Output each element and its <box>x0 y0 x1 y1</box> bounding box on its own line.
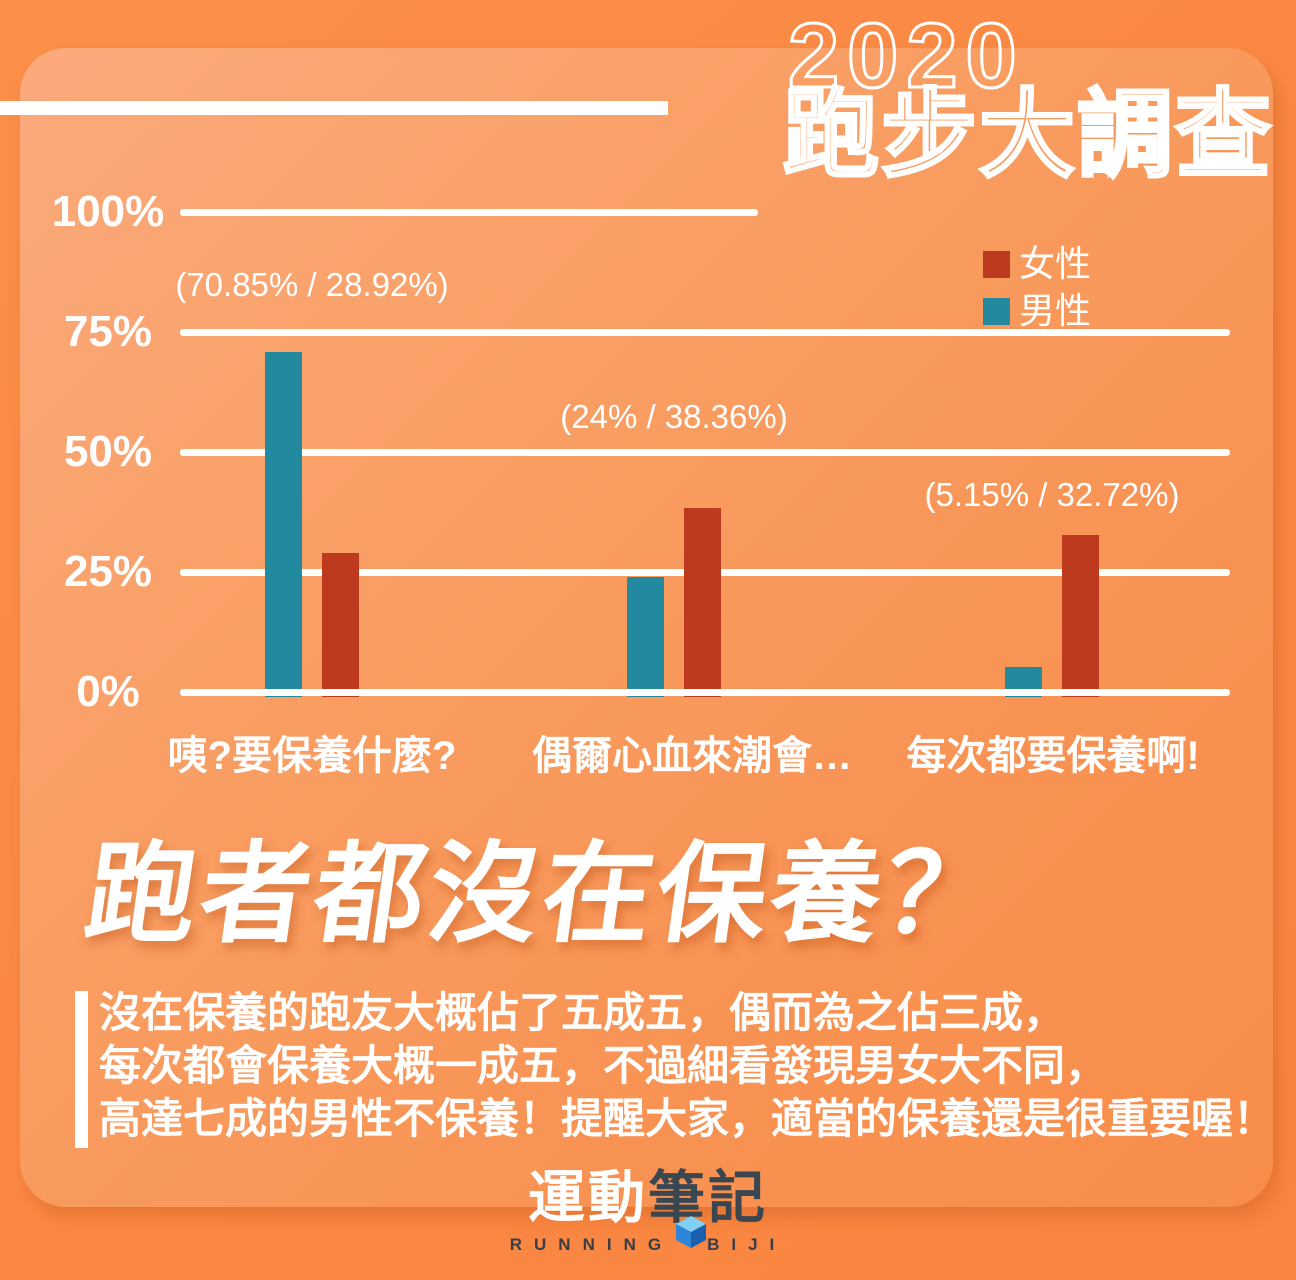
gridline-100% <box>180 209 758 216</box>
y-tick-50%: 50% <box>63 427 153 476</box>
gridline-75% <box>180 329 1230 336</box>
y-tick-100%: 100% <box>51 187 165 236</box>
summary-paragraph: 沒在保養的跑友大概佔了五成五，偶而為之佔三成， 每次都會保養大概一成五，不過細看… <box>99 986 1275 1145</box>
bar-男性-0 <box>265 351 302 697</box>
logo-cn-part1: 運動 <box>528 1166 648 1230</box>
quote-bar <box>75 991 88 1148</box>
summary-line-1: 沒在保養的跑友大概佔了五成五，偶而為之佔三成， <box>99 989 1066 1036</box>
bar-女性-0 <box>322 553 359 697</box>
header-title: 跑步大調查 <box>782 82 1273 189</box>
y-tick-0%: 0% <box>76 667 140 716</box>
value-label-group-1: (24% / 38.36%) <box>560 398 788 435</box>
legend-item-女性: 女性 <box>983 246 1091 282</box>
value-label-group-2: (5.15% / 32.72%) <box>924 476 1180 513</box>
y-tick-75%: 75% <box>63 307 153 356</box>
bar-女性-2 <box>1062 534 1099 697</box>
decorative-stripe <box>0 101 668 115</box>
bar-女性-1 <box>684 507 721 697</box>
logo-chinese-text: 運動筆記 <box>528 1170 768 1248</box>
x-label-group-0: 咦?要保養什麼? <box>167 734 457 778</box>
value-label-group-0: (70.85% / 28.92%) <box>175 266 449 303</box>
legend-swatch-男性 <box>983 297 1010 325</box>
logo-english-text: RUNNING BIJI <box>510 1236 787 1253</box>
summary-heading: 跑者都沒在保養？ <box>78 833 1008 956</box>
chart-legend: 女性 男性 <box>983 246 1091 340</box>
gridline-0% <box>180 689 1230 696</box>
gridline-50% <box>180 449 1230 456</box>
running-biji-logo: 運動筆記 RUNNING BIJI <box>0 1170 1296 1254</box>
summary-line-2: 每次都會保養大概一成五，不過細看發現男女大不同， <box>99 1042 1108 1089</box>
logo-en-word2: BIJI <box>707 1235 787 1254</box>
x-label-group-1: 偶爾心血來潮會… <box>532 734 852 778</box>
legend-item-男性: 男性 <box>983 293 1091 329</box>
bar-男性-1 <box>627 576 664 697</box>
logo-en-word1: RUNNING <box>509 1235 674 1254</box>
cube-icon <box>676 1201 706 1248</box>
summary-line-3: 高達七成的男性不保養！提醒大家，適當的保養還是很重要喔！ <box>99 1095 1276 1142</box>
legend-label-女性: 女性 <box>1019 243 1092 284</box>
x-label-group-2: 每次都要保養啊! <box>906 734 1200 778</box>
legend-swatch-女性 <box>983 250 1010 278</box>
logo-cn-part2: 筆記 <box>648 1166 768 1230</box>
legend-label-男性: 男性 <box>1019 290 1092 331</box>
header-year: 2020 <box>787 5 1025 107</box>
y-tick-25%: 25% <box>63 547 153 596</box>
